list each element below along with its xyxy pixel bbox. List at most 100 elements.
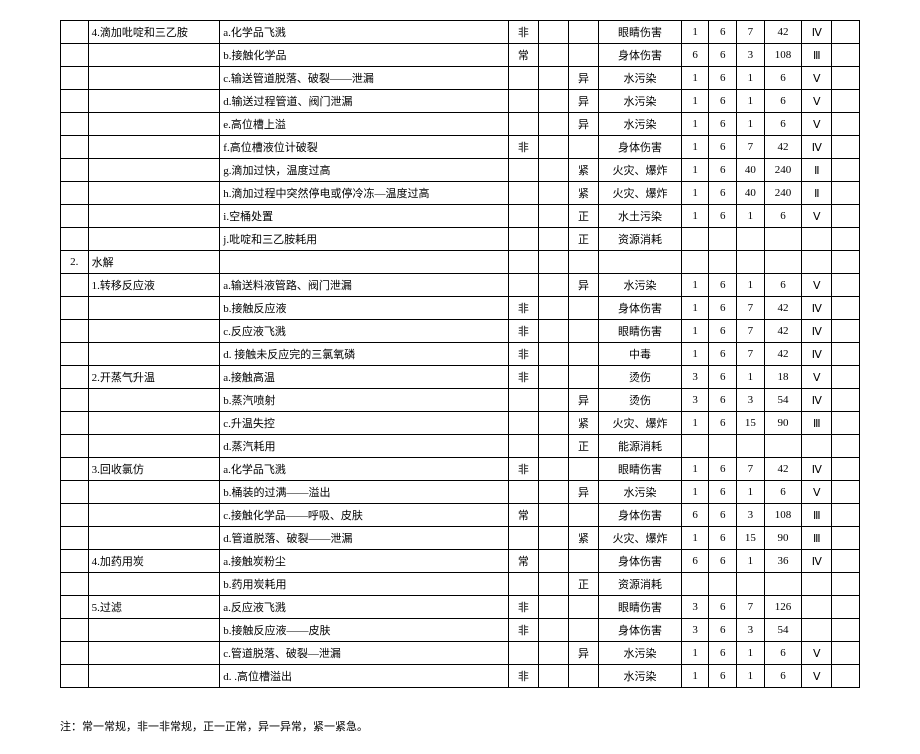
cell-tag1	[508, 251, 538, 274]
cell-level: Ⅳ	[802, 297, 832, 320]
cell-end	[832, 228, 860, 251]
cell-end	[832, 550, 860, 573]
cell-n3	[737, 251, 765, 274]
cell-step	[88, 136, 220, 159]
cell-index: 2.	[61, 251, 89, 274]
cell-step	[88, 619, 220, 642]
cell-tag3: 紧	[568, 527, 598, 550]
cell-n2: 6	[709, 550, 737, 573]
cell-effect: 水污染	[599, 113, 682, 136]
cell-tag3: 异	[568, 642, 598, 665]
cell-level: Ⅴ	[802, 113, 832, 136]
cell-n3: 7	[737, 136, 765, 159]
cell-cause: d. .高位槽溢出	[220, 665, 508, 688]
cell-cause: c.接触化学品——呼吸、皮肤	[220, 504, 508, 527]
cell-index	[61, 550, 89, 573]
cell-tag2	[538, 550, 568, 573]
cell-n1: 6	[681, 550, 709, 573]
cell-step	[88, 389, 220, 412]
cell-tag2	[538, 159, 568, 182]
cell-level: Ⅳ	[802, 343, 832, 366]
cell-cause: a.反应液飞溅	[220, 596, 508, 619]
cell-n4: 6	[764, 665, 802, 688]
cell-cause: h.滴加过程中突然停电或停冷冻—温度过高	[220, 182, 508, 205]
cell-tag1: 非	[508, 366, 538, 389]
cell-tag1	[508, 182, 538, 205]
cell-tag3: 正	[568, 573, 598, 596]
table-row: 2.水解	[61, 251, 860, 274]
cell-cause: a.化学品飞溅	[220, 458, 508, 481]
cell-tag3	[568, 619, 598, 642]
cell-tag3: 正	[568, 435, 598, 458]
cell-n3: 7	[737, 458, 765, 481]
cell-n4	[764, 573, 802, 596]
cell-level: Ⅲ	[802, 44, 832, 67]
cell-cause: c.升温失控	[220, 412, 508, 435]
cell-tag3: 正	[568, 205, 598, 228]
cell-index	[61, 21, 89, 44]
cell-tag2	[538, 665, 568, 688]
cell-end	[832, 619, 860, 642]
cell-n4: 18	[764, 366, 802, 389]
cell-end	[832, 205, 860, 228]
cell-n3: 1	[737, 481, 765, 504]
cell-effect: 眼睛伤害	[599, 21, 682, 44]
cell-level: Ⅴ	[802, 67, 832, 90]
cell-end	[832, 182, 860, 205]
cell-n1: 1	[681, 182, 709, 205]
cell-tag2	[538, 113, 568, 136]
cell-cause: a.接触高温	[220, 366, 508, 389]
table-row: h.滴加过程中突然停电或停冷冻—温度过高紧火灾、爆炸1640240Ⅱ	[61, 182, 860, 205]
cell-cause: d.蒸汽耗用	[220, 435, 508, 458]
cell-effect: 能源消耗	[599, 435, 682, 458]
cell-index	[61, 642, 89, 665]
cell-step	[88, 205, 220, 228]
cell-cause	[220, 251, 508, 274]
table-row: c.输送管道脱落、破裂——泄漏异水污染1616Ⅴ	[61, 67, 860, 90]
cell-n2: 6	[709, 90, 737, 113]
cell-n4	[764, 251, 802, 274]
cell-index	[61, 274, 89, 297]
cell-step: 4.滴加吡啶和三乙胺	[88, 21, 220, 44]
cell-n4: 42	[764, 458, 802, 481]
footnote: 注：常一常规，非一非常规，正一正常，异一异常，紧一紧急。	[60, 718, 860, 734]
table-row: j.吡啶和三乙胺耗用正资源消耗	[61, 228, 860, 251]
cell-n2: 6	[709, 297, 737, 320]
cell-effect: 烫伤	[599, 389, 682, 412]
cell-tag3: 异	[568, 274, 598, 297]
cell-effect: 身体伤害	[599, 136, 682, 159]
cell-level: Ⅲ	[802, 527, 832, 550]
cell-end	[832, 458, 860, 481]
cell-tag2	[538, 21, 568, 44]
cell-tag1	[508, 205, 538, 228]
cell-n3: 40	[737, 159, 765, 182]
cell-index	[61, 366, 89, 389]
cell-level: Ⅳ	[802, 550, 832, 573]
cell-n3: 1	[737, 550, 765, 573]
cell-tag3: 异	[568, 67, 598, 90]
cell-n4: 6	[764, 481, 802, 504]
cell-tag3	[568, 44, 598, 67]
cell-tag1: 非	[508, 458, 538, 481]
cell-step: 4.加药用炭	[88, 550, 220, 573]
cell-tag3	[568, 596, 598, 619]
cell-step	[88, 435, 220, 458]
cell-effect: 火灾、爆炸	[599, 182, 682, 205]
cell-n3: 1	[737, 205, 765, 228]
table-row: c.升温失控紧火灾、爆炸161590Ⅲ	[61, 412, 860, 435]
cell-n1: 1	[681, 90, 709, 113]
cell-index	[61, 44, 89, 67]
cell-tag2	[538, 297, 568, 320]
cell-n2: 6	[709, 481, 737, 504]
cell-end	[832, 366, 860, 389]
table-row: 4.加药用炭a.接触炭粉尘常身体伤害66136Ⅳ	[61, 550, 860, 573]
cell-n4: 54	[764, 389, 802, 412]
cell-level: Ⅴ	[802, 665, 832, 688]
cell-effect: 水污染	[599, 274, 682, 297]
table-row: b.药用炭耗用正资源消耗	[61, 573, 860, 596]
cell-step	[88, 182, 220, 205]
cell-n4	[764, 228, 802, 251]
cell-effect: 水污染	[599, 481, 682, 504]
cell-n3: 1	[737, 67, 765, 90]
cell-n1: 1	[681, 274, 709, 297]
